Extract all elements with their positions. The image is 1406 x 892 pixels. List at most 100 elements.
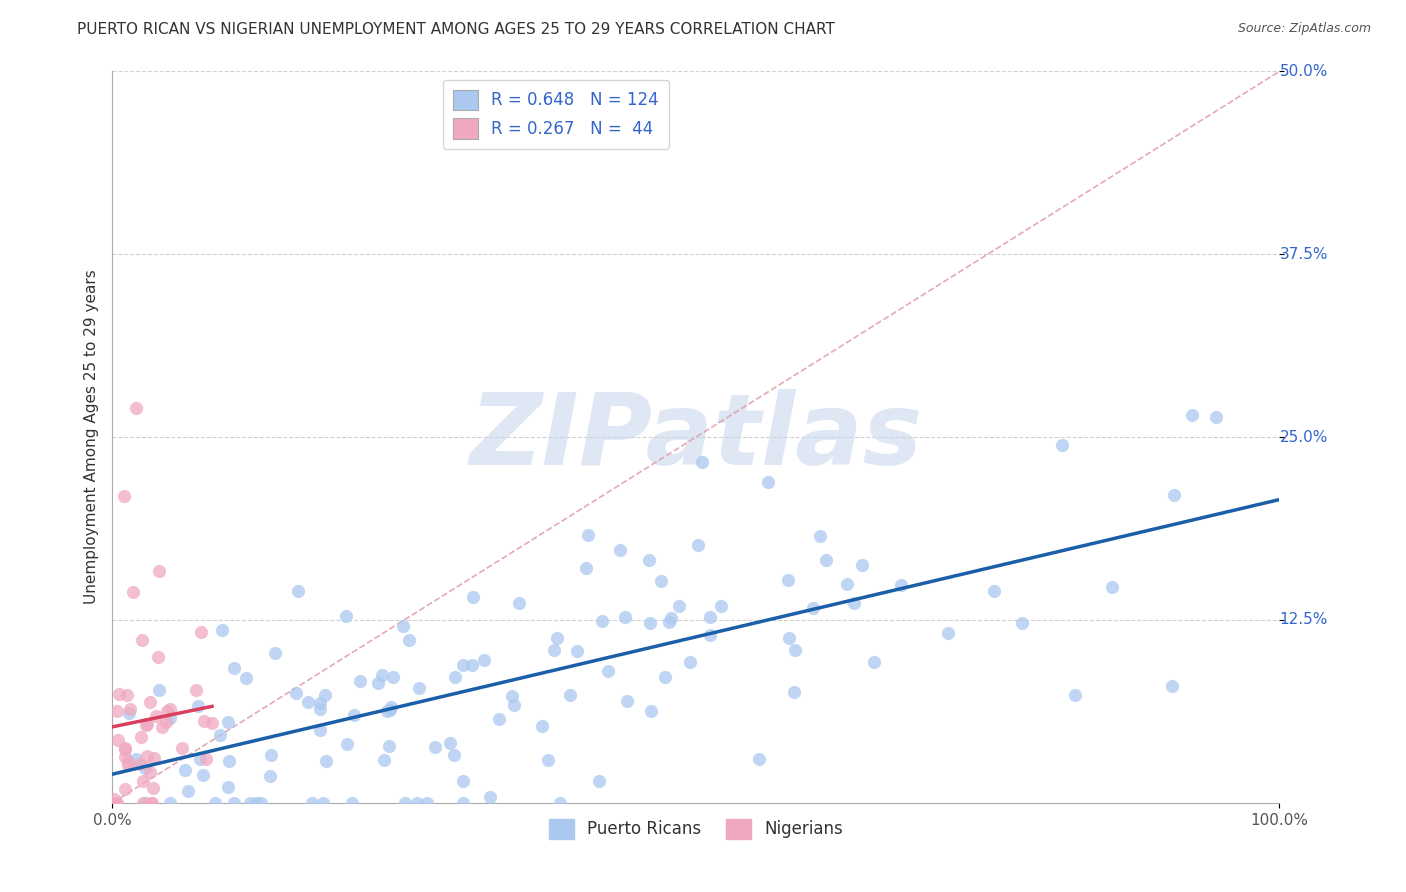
Point [444, 671, 467, 685]
Point [530, 719, 553, 733]
Point [983, 583, 1005, 598]
Point [105, 796, 128, 810]
Point [394, 796, 416, 810]
Y-axis label: Unemployment Among Ages 25 to 29 years: Unemployment Among Ages 25 to 29 years [83, 269, 98, 605]
Point [142, 750, 165, 764]
Point [1181, 408, 1204, 422]
Point [117, 706, 139, 721]
Point [501, 689, 523, 703]
Point [371, 668, 394, 682]
Point [308, 696, 330, 710]
Point [217, 780, 239, 794]
Point [863, 655, 886, 669]
Point [423, 739, 446, 754]
Point [678, 655, 700, 669]
Point [343, 708, 366, 723]
Point [301, 796, 323, 810]
Point [342, 796, 364, 810]
Point [451, 774, 474, 789]
Point [184, 683, 207, 698]
Point [122, 585, 145, 599]
Point [222, 660, 245, 674]
Point [936, 625, 959, 640]
Point [135, 718, 157, 732]
Point [851, 558, 873, 572]
Point [159, 711, 181, 725]
Point [170, 741, 193, 756]
Point [145, 708, 167, 723]
Point [778, 631, 800, 645]
Point [103, 792, 125, 806]
Point [439, 736, 461, 750]
Point [129, 757, 152, 772]
Point [575, 560, 598, 574]
Point [193, 714, 215, 728]
Point [785, 643, 807, 657]
Point [1101, 580, 1123, 594]
Point [188, 752, 211, 766]
Point [1163, 488, 1185, 502]
Point [367, 676, 389, 690]
Text: 12.5%: 12.5% [1279, 613, 1327, 627]
Point [190, 625, 212, 640]
Point [217, 715, 239, 730]
Point [308, 723, 330, 737]
Point [1011, 615, 1033, 630]
Text: 25.0%: 25.0% [1279, 430, 1327, 444]
Point [148, 565, 170, 579]
Point [756, 475, 779, 489]
Point [315, 754, 337, 768]
Point [588, 774, 610, 789]
Point [131, 632, 153, 647]
Point [335, 738, 357, 752]
Point [692, 455, 714, 469]
Text: ZIPatlas: ZIPatlas [470, 389, 922, 485]
Point [132, 773, 155, 788]
Point [107, 733, 129, 747]
Point [191, 768, 214, 782]
Point [565, 644, 588, 658]
Point [108, 687, 131, 701]
Point [837, 577, 859, 591]
Point [654, 670, 676, 684]
Point [443, 747, 465, 762]
Text: 50.0%: 50.0% [1279, 64, 1327, 78]
Point [201, 716, 224, 731]
Point [114, 740, 136, 755]
Point [235, 671, 257, 685]
Point [844, 596, 866, 610]
Point [141, 796, 163, 810]
Point [117, 755, 139, 769]
Point [131, 730, 153, 744]
Point [115, 688, 138, 702]
Point [142, 781, 165, 796]
Point [650, 574, 672, 589]
Point [596, 664, 619, 678]
Point [155, 714, 177, 729]
Point [380, 703, 402, 717]
Point [463, 590, 485, 604]
Point [782, 685, 804, 699]
Point [105, 704, 128, 718]
Point [136, 749, 159, 764]
Point [177, 783, 200, 797]
Point [297, 695, 319, 709]
Point [138, 695, 160, 709]
Text: PUERTO RICAN VS NIGERIAN UNEMPLOYMENT AMONG AGES 25 TO 29 YEARS CORRELATION CHAR: PUERTO RICAN VS NIGERIAN UNEMPLOYMENT AM… [77, 22, 835, 37]
Point [139, 796, 162, 810]
Point [218, 754, 240, 768]
Text: 37.5%: 37.5% [1279, 247, 1327, 261]
Text: Source: ZipAtlas.com: Source: ZipAtlas.com [1237, 22, 1371, 36]
Point [576, 528, 599, 542]
Point [155, 704, 177, 718]
Point [699, 628, 721, 642]
Point [478, 789, 501, 804]
Point [159, 702, 181, 716]
Point [260, 747, 283, 762]
Point [548, 796, 571, 810]
Point [537, 753, 560, 767]
Point [139, 764, 162, 779]
Point [503, 698, 526, 712]
Point [312, 796, 335, 810]
Point [194, 752, 217, 766]
